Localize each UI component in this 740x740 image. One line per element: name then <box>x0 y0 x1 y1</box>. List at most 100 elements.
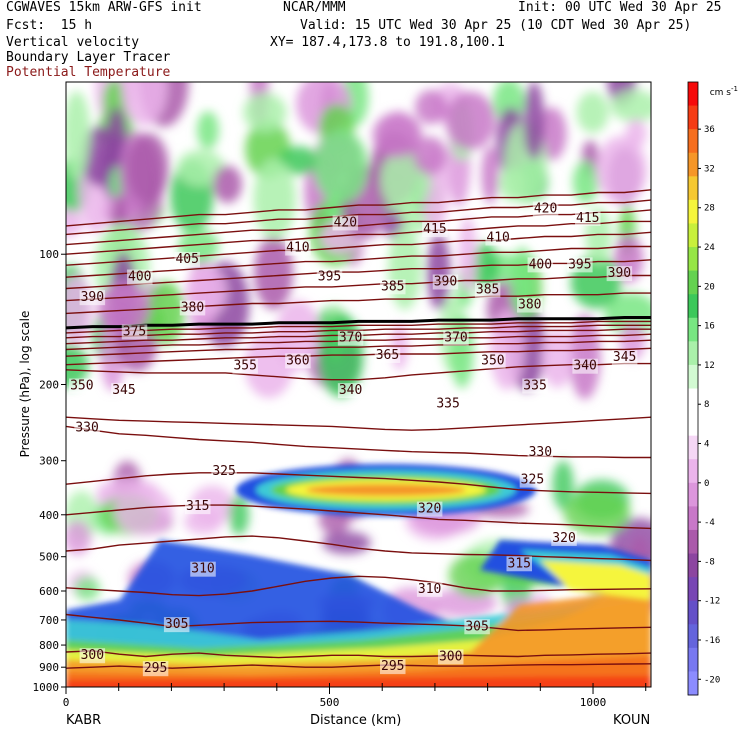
theta-label-bg <box>611 350 638 366</box>
colorbar-tick-label: -12 <box>704 597 720 607</box>
colorbar-swatch <box>688 388 698 413</box>
theta-label: 330 <box>529 445 552 460</box>
colorbar-swatch <box>688 82 698 107</box>
theta-label: 415 <box>423 222 446 237</box>
theta-label-bg <box>111 383 137 399</box>
theta-label-bg <box>179 300 206 316</box>
theta-label-bg <box>416 581 443 597</box>
theta-label-bg <box>74 420 100 436</box>
theta-label: 345 <box>112 383 135 398</box>
colorbar-swatch <box>688 176 698 201</box>
colorbar-tick-label: 36 <box>704 125 715 135</box>
theta-label: 340 <box>573 359 596 374</box>
downdraft-cell <box>121 82 168 126</box>
colorbar-swatch <box>688 529 698 555</box>
downdraft-cell <box>113 485 173 536</box>
colorbar-tick-label: 0 <box>704 479 709 489</box>
colorbar-tick-label: 28 <box>704 204 715 214</box>
theta-label: 380 <box>181 300 204 315</box>
downdraft-cell <box>254 236 294 310</box>
theta-label-bg <box>567 257 593 273</box>
y-tick-label: 600 <box>39 585 59 598</box>
colorbar-swatch <box>688 129 698 154</box>
theta-label: 395 <box>318 270 341 285</box>
theta-contour-330 <box>66 425 651 459</box>
theta-label: 345 <box>613 350 636 365</box>
theta-label: 350 <box>70 379 93 394</box>
downdraft-cell <box>541 329 574 388</box>
colorbar-tick-label: 4 <box>704 440 709 450</box>
colorbar-swatch <box>688 317 698 342</box>
downdraft-cell <box>66 274 93 346</box>
theta-label: 380 <box>518 298 541 313</box>
theta-contour-385 <box>66 274 651 302</box>
updraft-cell <box>314 130 369 204</box>
theta-label-bg <box>285 240 311 256</box>
velocity-field <box>66 82 651 687</box>
colorbar-swatch <box>688 435 698 460</box>
theta-label: 405 <box>175 252 198 267</box>
y-tick-label: 100 <box>39 248 59 261</box>
colorbar-frame <box>687 81 699 696</box>
downdraft-cell <box>595 136 647 205</box>
theta-contour-365 <box>66 324 651 339</box>
downdraft-cell <box>275 300 321 371</box>
theta-label: 320 <box>552 531 575 546</box>
updraft-cell <box>552 460 574 511</box>
theta-label: 320 <box>418 502 441 517</box>
colorbar-swatch <box>688 506 698 531</box>
theta-label-bg <box>69 378 95 394</box>
downdraft-cell <box>372 112 423 158</box>
downdraft-cell <box>490 310 525 391</box>
theta-label: 370 <box>444 331 467 346</box>
field-boundary-layer-tracer: Boundary Layer Tracer <box>6 50 171 65</box>
theta-contour-400 <box>66 231 651 266</box>
theta-label-bg <box>174 251 200 267</box>
y-tick-label: 900 <box>39 661 59 674</box>
theta-label-bg <box>142 661 169 677</box>
theta-label: 300 <box>81 648 104 663</box>
updraft-cell <box>472 242 499 293</box>
theta-label: 305 <box>165 617 188 632</box>
tracer-band <box>66 590 651 687</box>
colorbar-swatch <box>688 647 698 672</box>
theta-label-bg <box>163 617 190 633</box>
theta-label-bg <box>506 556 532 572</box>
theta-label-bg <box>190 561 216 577</box>
theta-label-bg <box>519 472 546 488</box>
updraft-cell <box>279 146 319 175</box>
y-tick-label: 1000 <box>33 681 60 694</box>
model-title: CGWAVES 15km ARW-GFS init <box>6 0 202 15</box>
theta-label: 375 <box>123 324 146 339</box>
colorbar-swatch <box>688 624 698 649</box>
colorbar-swatch <box>688 223 698 248</box>
theta-label-bg <box>437 649 464 665</box>
theta-label: 400 <box>128 270 151 285</box>
xy-range: XY= 187.4,173.8 to 191.8,100.1 <box>270 35 505 50</box>
theta-contour-375 <box>66 316 651 330</box>
downdraft-cell <box>66 209 84 238</box>
theta-label-bg <box>527 257 554 273</box>
theta-label: 385 <box>381 279 404 294</box>
theta-label-bg <box>127 269 153 285</box>
downdraft-cell <box>569 314 601 400</box>
theta-label: 340 <box>339 383 362 398</box>
theta-label-bg <box>532 201 559 217</box>
theta-label: 390 <box>434 274 457 289</box>
theta-label-bg <box>435 396 461 412</box>
theta-label: 330 <box>75 420 98 435</box>
theta-contour-300 <box>66 650 651 659</box>
x-end-station: KOUN <box>613 713 651 728</box>
colorbar-swatch <box>688 412 698 437</box>
downdraft-cell <box>481 145 499 204</box>
y-tick-label: 200 <box>39 379 59 392</box>
x-start-station: KABR <box>66 713 102 728</box>
tracer-band <box>540 560 651 600</box>
colorbar-tick-label: 12 <box>704 361 715 371</box>
theta-label: 310 <box>191 562 214 577</box>
theta-label: 420 <box>334 215 357 230</box>
updraft-cell <box>196 111 219 150</box>
forecast-hour: Fcst: 15 h <box>6 18 93 33</box>
theta-label: 420 <box>534 202 557 217</box>
